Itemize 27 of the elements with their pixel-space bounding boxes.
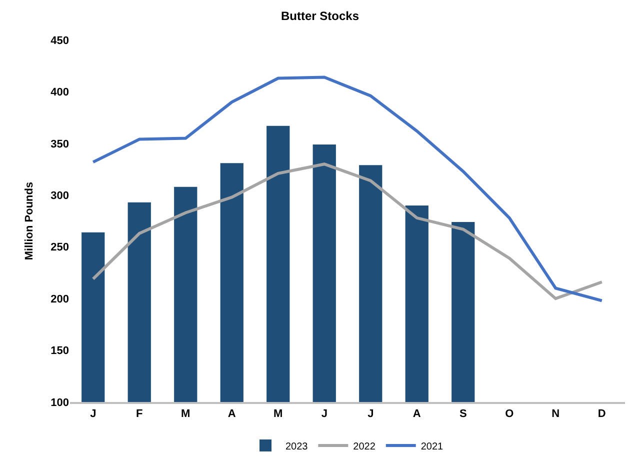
- x-tick-label: M: [274, 408, 283, 420]
- legend-label: 2022: [353, 441, 376, 452]
- line-series: [92, 76, 604, 302]
- y-tick-label: 450: [50, 34, 69, 47]
- x-tick-label: F: [136, 408, 144, 420]
- x-tick-label: D: [598, 408, 606, 420]
- x-tick-label: A: [228, 408, 236, 420]
- x-tick-label: J: [90, 408, 96, 420]
- x-tick-label: O: [505, 408, 514, 420]
- y-tick-label: 100: [50, 396, 69, 409]
- y-axis-title: Million Pounds: [23, 182, 36, 260]
- y-tick-label: 250: [50, 242, 69, 254]
- y-tick-label: 400: [50, 86, 69, 99]
- x-tick-label: A: [412, 408, 421, 420]
- chart-title: Butter Stocks: [280, 9, 360, 24]
- legend-label: 2021: [420, 441, 444, 452]
- line-series: [92, 162, 604, 300]
- x-tick-label: M: [181, 408, 190, 420]
- y-tick-label: 350: [50, 138, 69, 150]
- x-tick-label: N: [552, 408, 560, 420]
- x-tick-label: S: [459, 408, 467, 420]
- y-tick-label: 150: [50, 345, 69, 358]
- x-tick-label: J: [368, 408, 374, 420]
- y-tick-label: 300: [50, 190, 69, 202]
- x-tick-label: J: [321, 408, 328, 420]
- legend-label: 2023: [286, 441, 308, 452]
- y-tick-label: 200: [50, 293, 69, 306]
